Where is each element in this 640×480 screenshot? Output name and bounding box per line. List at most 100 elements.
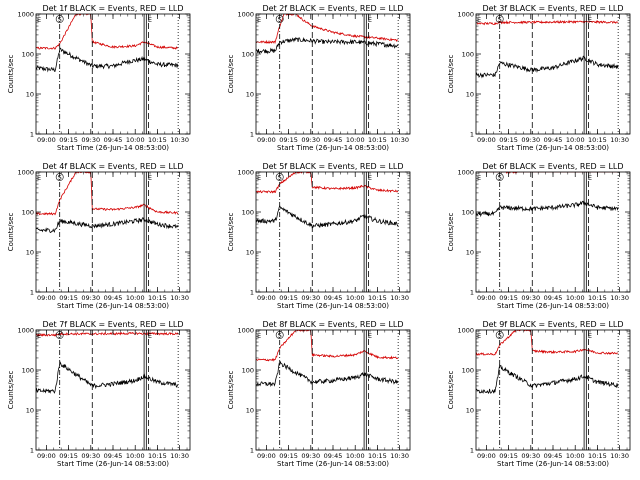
x-axis-label: Start Time (26-Jun-14 08:53:00) bbox=[497, 302, 609, 310]
right-e-marker: E bbox=[588, 332, 592, 340]
y-tick-label: 100 bbox=[242, 208, 254, 216]
s-marker-circle bbox=[275, 331, 284, 339]
x-tick-label: 09:15 bbox=[499, 452, 518, 460]
s-marker-label: S bbox=[498, 15, 502, 23]
y-tick-label: 10 bbox=[466, 248, 474, 256]
right-e-marker: E bbox=[588, 16, 592, 24]
x-tick-label: 10:00 bbox=[346, 294, 365, 302]
x-axis-label: Start Time (26-Jun-14 08:53:00) bbox=[497, 460, 609, 468]
s-marker-label: S bbox=[278, 331, 282, 339]
plot-area bbox=[476, 172, 619, 218]
x-tick-label: 09:00 bbox=[257, 294, 276, 302]
x-tick-label: 09:45 bbox=[324, 294, 343, 302]
events-series-line bbox=[256, 36, 399, 55]
x-tick-label: 09:15 bbox=[499, 294, 518, 302]
x-tick-label: 09:45 bbox=[104, 294, 123, 302]
y-axis-label: Counts/sec bbox=[447, 371, 455, 410]
lld-series-line bbox=[36, 14, 179, 50]
x-tick-label: 09:30 bbox=[521, 452, 540, 460]
plot-area bbox=[476, 19, 619, 79]
x-tick-label: 09:00 bbox=[477, 136, 496, 144]
panel-title: Det 5f BLACK = Events, RED = LLD bbox=[262, 162, 403, 171]
x-tick-label: 10:00 bbox=[346, 452, 365, 460]
y-tick-label: 10 bbox=[466, 90, 474, 98]
y-tick-label: 1000 bbox=[17, 168, 34, 176]
x-tick-label: 10:15 bbox=[368, 294, 387, 302]
y-tick-label: 10 bbox=[26, 90, 34, 98]
x-tick-label: 09:00 bbox=[37, 294, 56, 302]
right-e-marker: E bbox=[368, 16, 372, 24]
x-tick-label: 10:00 bbox=[126, 294, 145, 302]
x-tick-label: 09:15 bbox=[499, 136, 518, 144]
events-series-line bbox=[36, 217, 179, 233]
left-e-marker: E bbox=[37, 16, 41, 24]
x-tick-label: 10:30 bbox=[610, 136, 629, 144]
events-series-line bbox=[256, 204, 399, 229]
y-axis-label: Counts/sec bbox=[7, 55, 15, 94]
x-tick-label: 09:45 bbox=[104, 136, 123, 144]
x-tick-label: 10:00 bbox=[566, 294, 585, 302]
right-e-marker: E bbox=[148, 16, 152, 24]
plot-frame bbox=[475, 13, 631, 135]
s-marker-label: S bbox=[498, 331, 502, 339]
x-tick-label: 10:00 bbox=[566, 452, 585, 460]
x-tick-label: 09:15 bbox=[59, 136, 78, 144]
y-tick-label: 10 bbox=[466, 406, 474, 414]
x-tick-label: 10:15 bbox=[148, 294, 167, 302]
y-tick-label: 1 bbox=[470, 130, 474, 138]
s-marker-label: S bbox=[278, 15, 282, 23]
y-tick-label: 10 bbox=[26, 406, 34, 414]
x-tick-label: 10:30 bbox=[170, 294, 189, 302]
x-tick-label: 09:45 bbox=[324, 136, 343, 144]
left-e-marker: E bbox=[257, 332, 261, 340]
s-marker-circle bbox=[55, 15, 64, 23]
plot-frame bbox=[35, 329, 191, 451]
x-tick-label: 09:30 bbox=[301, 452, 320, 460]
left-e-marker: E bbox=[477, 16, 481, 24]
y-axis-label: Counts/sec bbox=[227, 371, 235, 410]
left-e-marker: E bbox=[257, 16, 261, 24]
y-tick-label: 100 bbox=[242, 50, 254, 58]
y-tick-label: 1 bbox=[30, 288, 34, 296]
x-tick-label: 10:15 bbox=[588, 452, 607, 460]
plot-frame bbox=[35, 171, 191, 293]
x-tick-label: 09:15 bbox=[279, 136, 298, 144]
x-tick-label: 09:30 bbox=[521, 294, 540, 302]
panel-title: Det 1f BLACK = Events, RED = LLD bbox=[42, 4, 183, 13]
x-tick-label: 10:00 bbox=[566, 136, 585, 144]
y-tick-label: 1 bbox=[250, 288, 254, 296]
x-tick-label: 10:30 bbox=[610, 452, 629, 460]
y-axis-label: Counts/sec bbox=[447, 55, 455, 94]
right-e-marker: E bbox=[148, 174, 152, 182]
panel-title: Det 6f BLACK = Events, RED = LLD bbox=[482, 162, 623, 171]
y-tick-label: 1000 bbox=[457, 10, 474, 18]
y-tick-label: 1000 bbox=[237, 10, 254, 18]
y-tick-label: 100 bbox=[22, 366, 34, 374]
x-tick-label: 09:00 bbox=[37, 452, 56, 460]
events-series-line bbox=[256, 361, 399, 388]
y-tick-label: 100 bbox=[22, 50, 34, 58]
y-tick-label: 10 bbox=[26, 248, 34, 256]
panel-title: Det 2f BLACK = Events, RED = LLD bbox=[262, 4, 403, 13]
left-e-marker: E bbox=[257, 174, 261, 182]
y-tick-label: 1 bbox=[250, 446, 254, 454]
y-tick-label: 100 bbox=[242, 366, 254, 374]
x-tick-label: 09:45 bbox=[544, 136, 563, 144]
x-tick-label: 10:15 bbox=[368, 136, 387, 144]
y-axis-label: Counts/sec bbox=[7, 371, 15, 410]
y-tick-label: 1 bbox=[30, 130, 34, 138]
x-axis-label: Start Time (26-Jun-14 08:53:00) bbox=[277, 144, 389, 152]
plot-frame bbox=[475, 329, 631, 451]
x-tick-label: 10:00 bbox=[346, 136, 365, 144]
x-tick-label: 09:30 bbox=[81, 136, 100, 144]
y-tick-label: 10 bbox=[246, 406, 254, 414]
x-tick-label: 09:30 bbox=[81, 294, 100, 302]
events-series-line bbox=[476, 55, 619, 79]
y-tick-label: 1000 bbox=[237, 168, 254, 176]
